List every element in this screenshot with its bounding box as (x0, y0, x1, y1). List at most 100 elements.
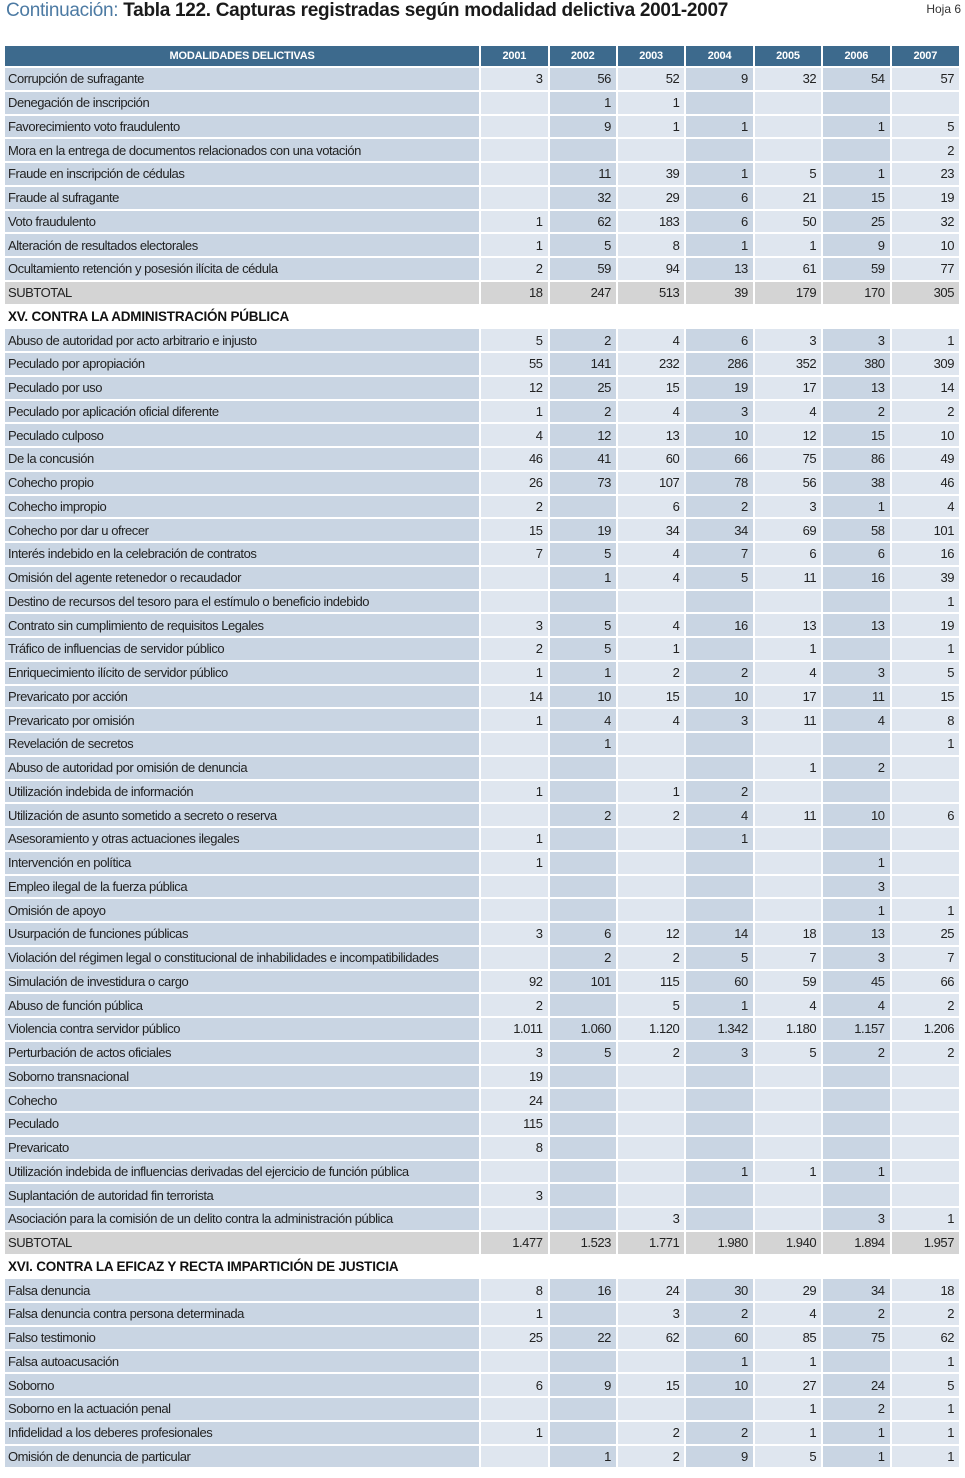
cell-value: 2 (548, 327, 618, 352)
cell-value: 30 (685, 1277, 755, 1302)
cell-value: 60 (616, 446, 687, 471)
row-label: Empleo ilegal de la fuerza pública (5, 873, 482, 899)
cell-value: 60 (685, 1324, 755, 1350)
cell-value: 2 (616, 802, 687, 827)
cell-value: 286 (685, 351, 755, 376)
cell-value: 5 (480, 327, 550, 352)
column-header-year: 2004 (685, 46, 755, 67)
cell-value (685, 754, 755, 780)
table-row: Usurpación de funciones públicas 3 6 12 14 18… (5, 921, 959, 946)
cell-value (480, 1206, 550, 1231)
cell-value: 58 (822, 517, 892, 542)
cell-value: 46 (890, 469, 959, 495)
cell-value (753, 849, 824, 875)
cell-value (548, 1182, 618, 1207)
cell-value: 2 (616, 1039, 687, 1065)
column-header-year: 2006 (822, 46, 892, 67)
cell-value: 9 (685, 1443, 755, 1468)
cell-value: 12 (616, 921, 687, 946)
cell-value (480, 113, 550, 139)
cell-value: 9 (685, 66, 755, 91)
cell-value: 14 (685, 921, 755, 946)
table-row: Violencia contra servidor público 1.011 1.… (5, 1016, 959, 1041)
cell-value: 1 (822, 493, 892, 519)
cell-value (480, 1158, 550, 1184)
cell-value (616, 849, 687, 875)
cell-value: 15 (616, 1372, 687, 1397)
cell-value: 13 (616, 422, 687, 447)
cell-value: 1 (480, 849, 550, 875)
row-label: SUBTOTAL (5, 279, 482, 305)
cell-value (616, 731, 687, 756)
cell-value (753, 137, 824, 162)
cell-value (480, 944, 550, 970)
cell-value (753, 113, 824, 139)
cell-value: 8 (480, 1277, 550, 1302)
cell-value (548, 1158, 618, 1184)
cell-value: 1 (890, 1206, 959, 1231)
cell-value: 13 (753, 612, 824, 637)
cell-value (890, 1111, 959, 1136)
table-row: Prevaricato 8 (5, 1134, 959, 1160)
cell-value (685, 89, 755, 115)
cell-value: 5 (548, 232, 618, 257)
row-label: Usurpación de funciones públicas (5, 921, 482, 946)
cell-value: 179 (753, 279, 824, 305)
cell-value (753, 1111, 824, 1136)
cell-value (616, 1396, 687, 1421)
cell-value: 5 (753, 1443, 824, 1468)
cell-value: 19 (685, 374, 755, 400)
cell-value (685, 1182, 755, 1207)
cell-value: 17 (753, 374, 824, 400)
cell-value: 41 (548, 446, 618, 471)
cell-value: 2 (822, 398, 892, 424)
cell-value: 2 (480, 256, 550, 281)
row-label: Peculado por aplicación oficial diferent… (5, 398, 482, 424)
table-row: Infidelidad a los deberes profesionales 1… (5, 1419, 959, 1445)
cell-value: 3 (685, 398, 755, 424)
cell-value: 66 (890, 968, 959, 994)
cell-value: 11 (753, 707, 824, 732)
cell-value: 1 (685, 1348, 755, 1374)
sheet-number: Hoja 6 (926, 2, 961, 16)
cell-value (685, 849, 755, 875)
cell-value: 5 (548, 612, 618, 637)
cell-value: 19 (890, 184, 959, 210)
cell-value (548, 1063, 618, 1089)
table-row: Fraude en inscripción de cédulas 11 39 1 5 1 2… (5, 161, 959, 186)
cell-value: 19 (548, 517, 618, 542)
cell-value: 2 (685, 1301, 755, 1326)
cell-value (822, 1348, 892, 1374)
row-label: Simulación de investidura o cargo (5, 968, 482, 994)
table-row: Peculado culposo 4 12 13 10 12 15 10 (5, 422, 959, 447)
cell-value: 1.477 (480, 1229, 550, 1255)
cell-value: 11 (548, 161, 618, 186)
cell-value: 1 (480, 398, 550, 424)
table-row: Asesoramiento y otras actuaciones ilegal… (5, 826, 959, 851)
cell-value: 7 (685, 541, 755, 566)
cell-value (685, 1063, 755, 1089)
cell-value (548, 897, 618, 922)
cell-value: 1.206 (890, 1016, 959, 1041)
table-row: Denegación de inscripción 1 1 (5, 89, 959, 115)
cell-value (890, 849, 959, 875)
cell-value (548, 137, 618, 162)
row-label: Falsa denuncia (5, 1277, 482, 1302)
table-row: Destino de recursos del tesoro para el e… (5, 588, 959, 614)
row-label: Abuso de autoridad por acto arbitrario e… (5, 327, 482, 352)
cell-value (890, 1158, 959, 1184)
column-header-modalidades: MODALIDADES DELICTIVAS (5, 46, 482, 67)
cell-value: 1.342 (685, 1016, 755, 1041)
cell-value: 2 (890, 137, 959, 162)
cell-value: 2 (616, 1419, 687, 1445)
cell-value: 6 (822, 541, 892, 566)
cell-value: 5 (616, 992, 687, 1017)
cell-value: 1 (822, 161, 892, 186)
cell-value: 39 (890, 564, 959, 590)
cell-value: 1 (685, 232, 755, 257)
cell-value: 1 (548, 564, 618, 590)
cell-value: 9 (548, 1372, 618, 1397)
cell-value: 2 (616, 1443, 687, 1468)
table-row: Corrupción de sufragante 3 56 52 9 32 54 57 (5, 66, 959, 91)
cell-value (753, 1206, 824, 1231)
